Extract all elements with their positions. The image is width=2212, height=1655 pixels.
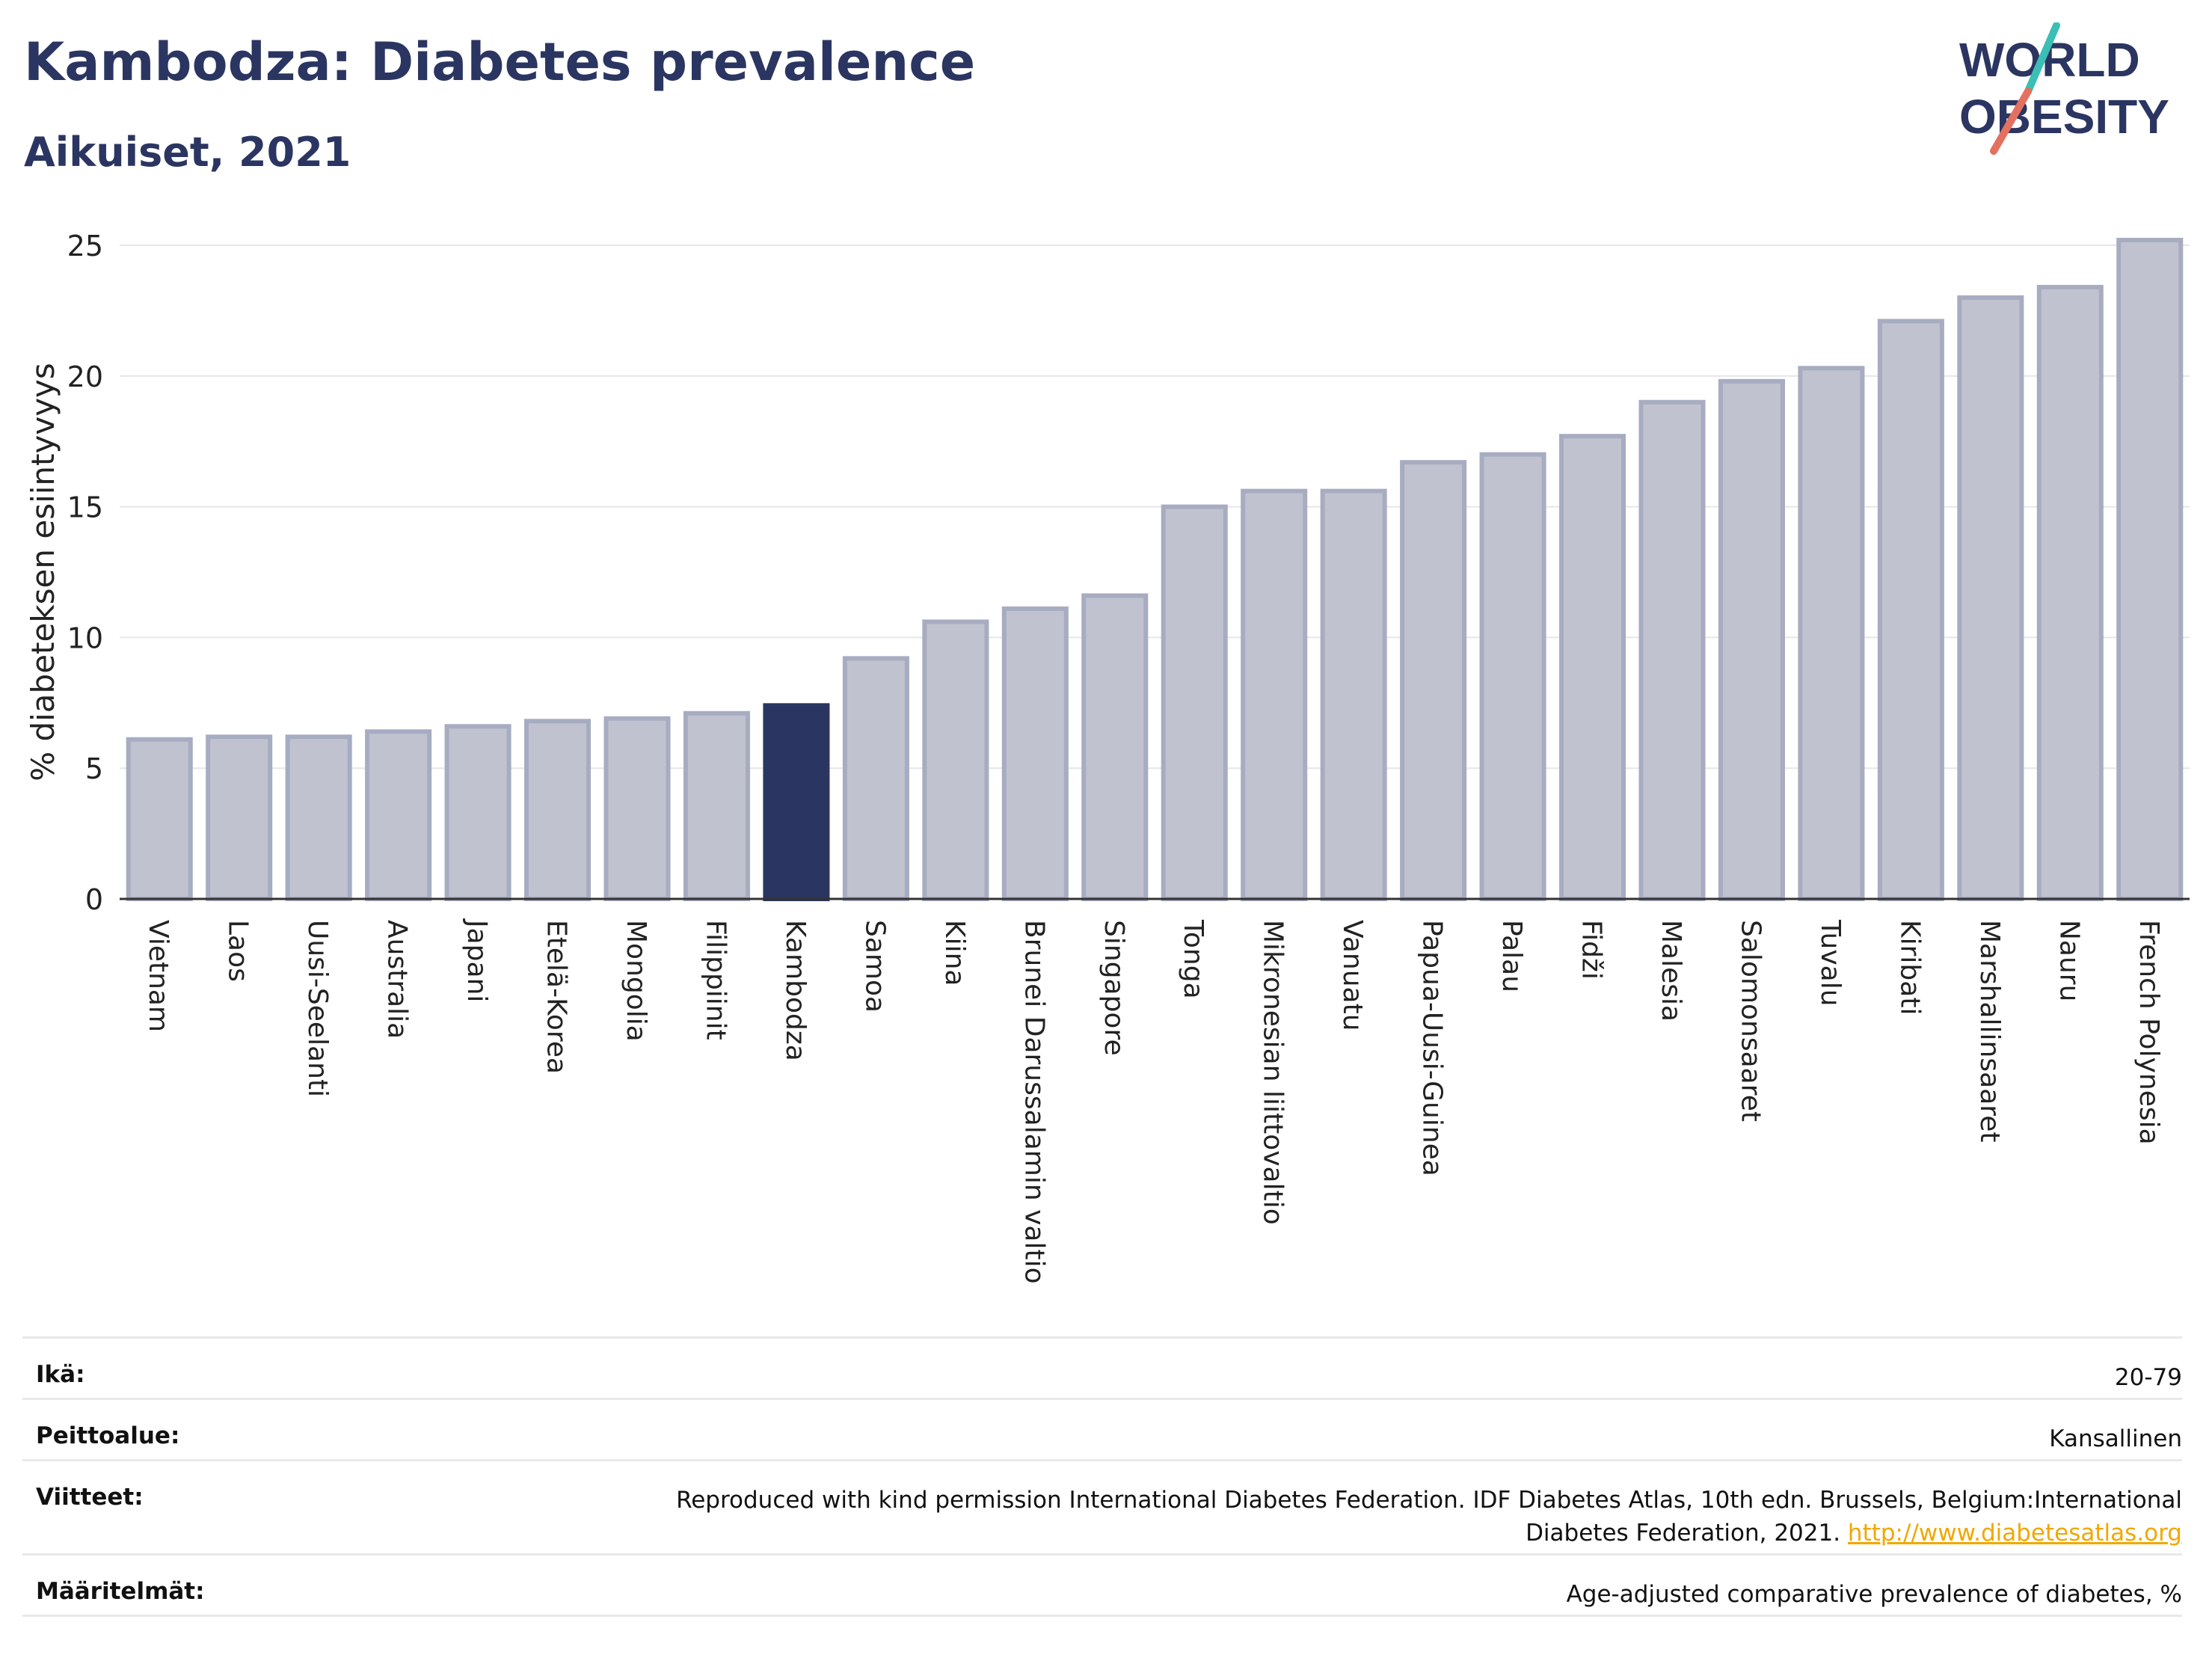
x-tick-label: Nauru (2053, 920, 2084, 1001)
y-tick-label: 0 (85, 883, 103, 916)
x-tick-label: Tonga (1178, 919, 1208, 999)
bar (285, 734, 352, 901)
bar (126, 737, 193, 902)
bar (1001, 606, 1069, 901)
y-tick-label: 25 (67, 230, 103, 262)
bar (2116, 238, 2184, 901)
bar (1798, 366, 1865, 901)
x-tick-label: Mongolia (621, 920, 651, 1042)
meta-row: Peittoalue: Kansallinen (22, 1398, 2182, 1461)
y-axis-label: % diabeteksen esiintyvyys (25, 363, 61, 782)
x-tick-label: Kiribati (1894, 920, 1925, 1015)
bar (1241, 488, 1308, 901)
x-tick-label: Kambodza (780, 920, 811, 1061)
y-tick-label: 5 (85, 752, 103, 785)
x-tick-label: Australia (382, 920, 413, 1039)
y-tick-label: 15 (67, 491, 103, 524)
x-tick-label: Papua-Uusi-Guinea (1417, 920, 1448, 1176)
x-axis-labels: Vietnam Laos Uusi-Seelanti Australia Japani E… (143, 918, 2164, 1284)
x-tick-label: Salomonsaaret (1735, 920, 1766, 1122)
x-tick-label: Palau (1496, 920, 1527, 992)
y-tick-label: 20 (67, 360, 103, 393)
x-tick-label: Filippiinit (700, 920, 731, 1040)
world-obesity-logo: WORLD OBESITY (1959, 22, 2169, 155)
bars (126, 238, 2184, 902)
bar (1081, 593, 1149, 901)
bar (1559, 434, 1626, 901)
y-axis-ticks: 0 5 10 15 20 25 (67, 230, 103, 916)
x-tick-label: Mikronesian liittovaltio (1258, 920, 1288, 1225)
x-tick-label: Samoa (859, 920, 890, 1013)
x-tick-label: Tuvalu (1815, 919, 1846, 1007)
bar (603, 716, 671, 901)
bar-chart: 0 5 10 15 20 25 Vietnam Laos Uusi-Seelanti Austr… (25, 230, 2190, 1284)
bar (206, 734, 273, 901)
chart-subtitle: Aikuiset, 2021 (24, 129, 351, 176)
bar (444, 724, 511, 901)
meta-value: Kansallinen (2049, 1425, 2182, 1452)
y-tick-label: 10 (67, 621, 103, 654)
bar (1638, 399, 1706, 901)
x-tick-label: Fidži (1576, 920, 1607, 980)
bar (683, 710, 750, 901)
bar (1479, 452, 1546, 901)
logo-line2: OBESITY (1959, 90, 2169, 144)
x-tick-label: Uusi-Seelanti (302, 920, 333, 1097)
meta-value: Reproduced with kind permission Internat… (676, 1487, 2182, 1547)
meta-value: 20-79 (2114, 1364, 2182, 1391)
bar (524, 719, 592, 901)
meta-value: Age-adjusted comparative prevalence of d… (1566, 1581, 2182, 1608)
bar-highlight (763, 703, 830, 902)
x-tick-label: Singapore (1099, 920, 1129, 1056)
bar (1957, 295, 2024, 902)
bar (365, 729, 432, 901)
bar (1320, 488, 1387, 901)
x-tick-label: Marshallinsaaret (1974, 920, 2005, 1143)
x-tick-label: Vietnam (143, 920, 173, 1032)
bar (842, 656, 909, 901)
bar (1400, 460, 1467, 901)
x-tick-label: French Polynesia (2133, 920, 2164, 1145)
meta-key: Peittoalue: (36, 1422, 180, 1449)
meta-key: Viitteet: (36, 1484, 144, 1511)
meta-key: Määritelmät: (36, 1578, 205, 1605)
bar (1877, 319, 1944, 902)
meta-bottom-border (22, 1615, 2182, 1617)
bar (2036, 284, 2104, 902)
bar (1718, 378, 1785, 901)
meta-row: Ikä: 20-79 (22, 1336, 2182, 1400)
meta-row: Viitteet: Reproduced with kind permission… (22, 1459, 2182, 1556)
meta-key: Ikä: (36, 1361, 85, 1388)
x-tick-label: Vanuatu (1337, 920, 1368, 1031)
x-tick-label: Laos (223, 920, 254, 982)
x-tick-label: Etelä-Korea (541, 920, 572, 1074)
x-tick-label: Brunei Darussalamin valtio (1019, 920, 1049, 1284)
chart-title: Kambodza: Diabetes prevalence (24, 31, 976, 93)
x-tick-label: Malesia (1656, 920, 1686, 1022)
x-tick-label: Kiina (939, 920, 970, 986)
x-tick-label: Japani (461, 918, 492, 1002)
bar (922, 619, 989, 901)
meta-row: Määritelmät: Age-adjusted comparative pre… (22, 1553, 2182, 1617)
reference-link[interactable]: http://www.diabetesatlas.org (1847, 1520, 2182, 1547)
bar (1161, 504, 1228, 901)
